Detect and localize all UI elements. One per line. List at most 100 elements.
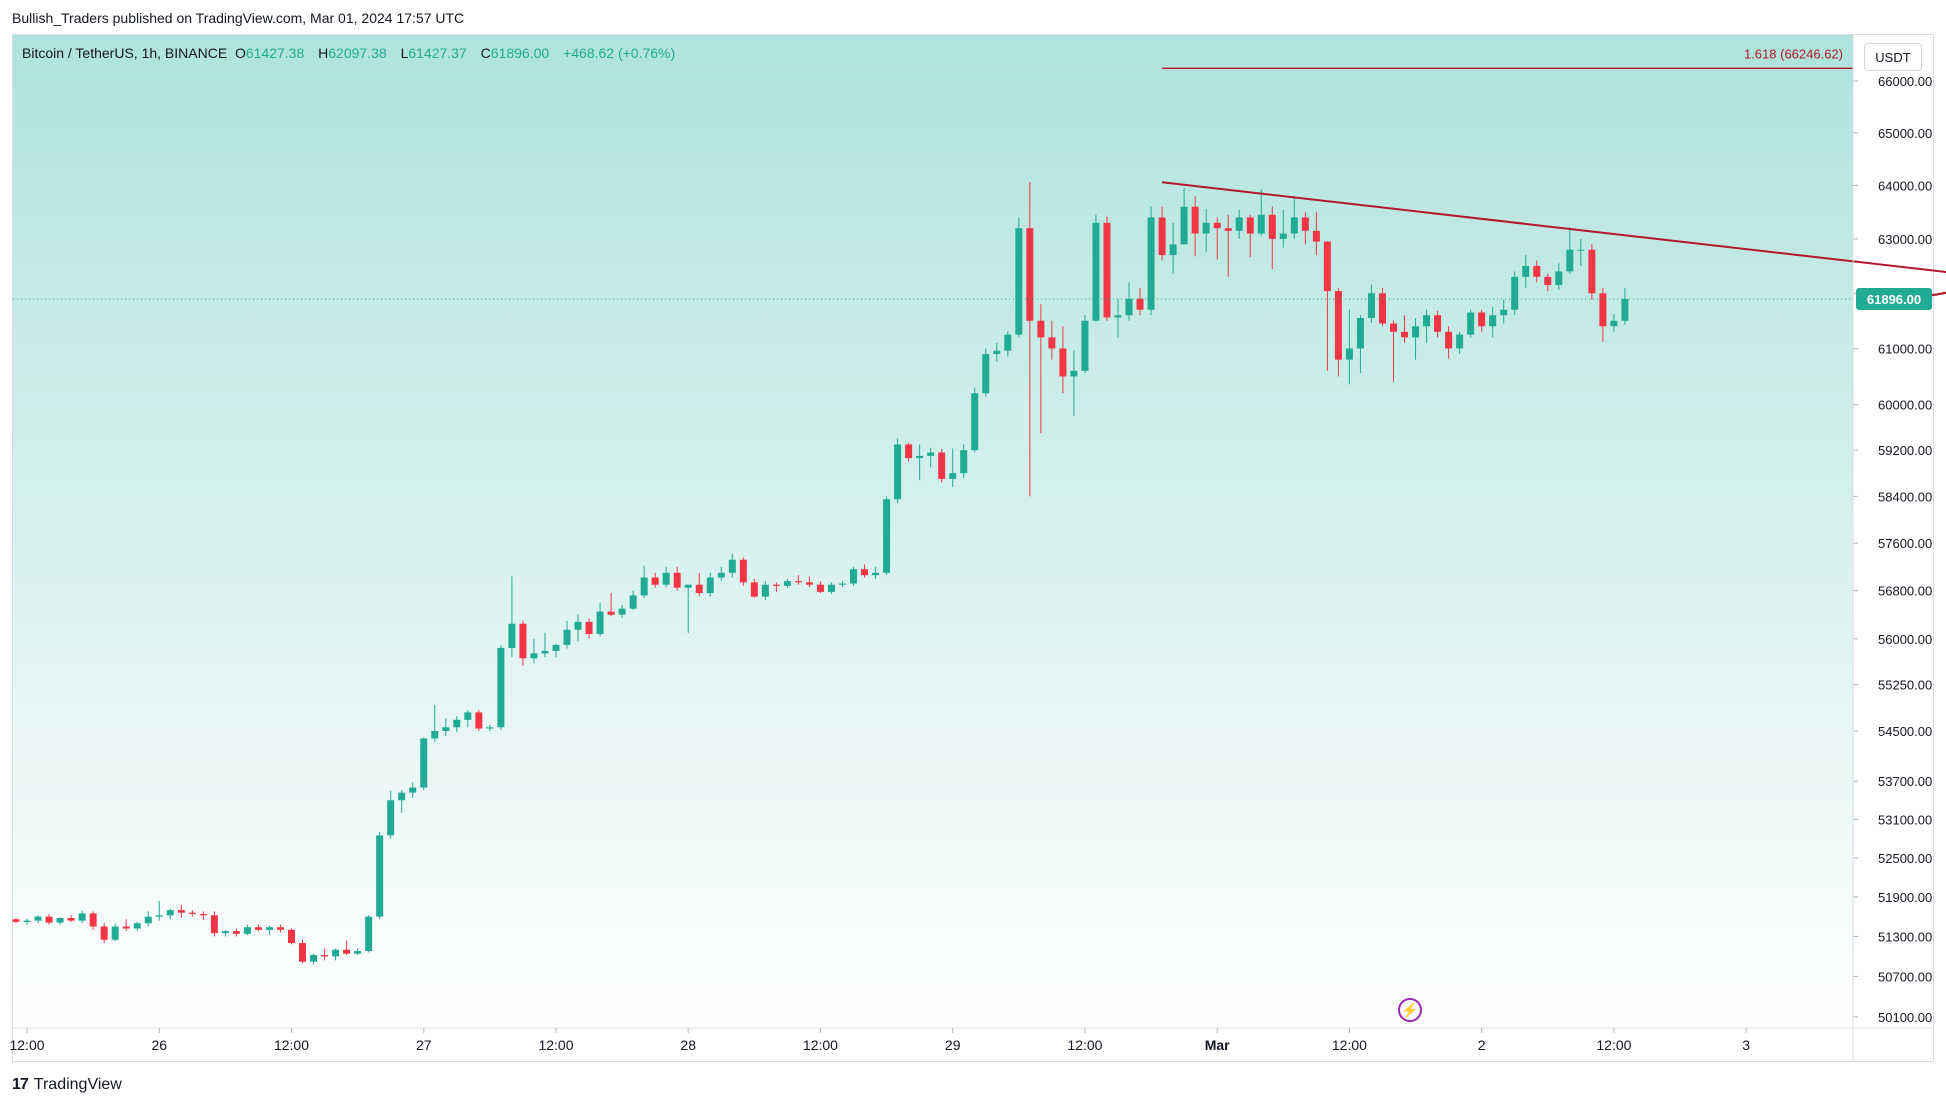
candle-body — [1434, 315, 1442, 332]
price-tick-label: 55250.00 — [1878, 678, 1932, 693]
candles — [12, 182, 1629, 965]
candle-body — [695, 584, 703, 594]
time-tick-label: 29 — [945, 1037, 961, 1053]
candle-body — [321, 955, 329, 957]
candle-body — [805, 582, 813, 585]
time-tick-label: Mar — [1205, 1037, 1230, 1053]
candle-body — [1555, 271, 1563, 286]
candle-body — [354, 951, 362, 954]
time-tick-label: 12:00 — [1596, 1037, 1631, 1053]
candle-body — [839, 583, 846, 585]
candle-body — [916, 455, 924, 459]
candle-body — [409, 787, 417, 793]
candle-body — [1345, 348, 1353, 360]
candle-body — [816, 584, 824, 592]
candle-body — [717, 572, 725, 578]
candle-body — [100, 926, 108, 940]
candle-body — [1147, 217, 1155, 310]
plot-area[interactable] — [13, 35, 1853, 1027]
candle-body — [1213, 222, 1221, 229]
candle-body — [1246, 217, 1254, 234]
price-tick-label: 60000.00 — [1878, 398, 1932, 413]
symbol-name[interactable]: Bitcoin / TetherUS, 1h, BINANCE — [22, 45, 228, 61]
candle-body — [1202, 222, 1210, 234]
candle-body — [376, 835, 384, 917]
candle-body — [640, 577, 648, 596]
candle-body — [960, 450, 968, 474]
price-tick-label: 58400.00 — [1878, 489, 1932, 504]
candle-body — [1114, 315, 1122, 318]
candle-body — [89, 913, 97, 927]
candle-body — [850, 569, 858, 584]
candle-body — [310, 955, 318, 962]
candle-body — [56, 917, 64, 923]
candle-body — [1037, 320, 1045, 338]
candle-body — [45, 916, 53, 923]
candle-body — [1412, 326, 1420, 338]
brand-name: TradingView — [33, 1076, 122, 1093]
symbol-legend[interactable]: Bitcoin / TetherUS, 1h, BINANCE O61427.3… — [22, 45, 685, 61]
candle-body — [1423, 315, 1431, 327]
lightning-icon[interactable]: ⚡ — [1398, 998, 1422, 1022]
candle-body — [541, 650, 549, 654]
candle-body — [750, 582, 758, 597]
candle-body — [563, 629, 571, 645]
candle-body — [1323, 241, 1331, 292]
candle-body — [1103, 222, 1111, 318]
candle-body — [596, 611, 604, 634]
price-tick-label: 56000.00 — [1878, 632, 1932, 647]
candle-body — [1478, 312, 1486, 327]
candle-body — [177, 910, 185, 913]
candle-body — [574, 621, 582, 630]
footer-brand[interactable]: 17 TradingView — [12, 1076, 122, 1094]
candle-body — [1356, 317, 1364, 349]
candle-body — [1070, 370, 1078, 377]
price-tick-label: 53700.00 — [1878, 774, 1932, 789]
candle-body — [243, 927, 251, 934]
candle-body — [629, 595, 637, 609]
price-tick-label: 61000.00 — [1878, 341, 1932, 356]
low-label: L — [400, 45, 409, 61]
candle-body — [188, 912, 196, 915]
time-tick-label: 27 — [416, 1037, 432, 1053]
change-value: +468.62 (+0.76%) — [563, 45, 676, 61]
price-tick-label: 52500.00 — [1878, 851, 1932, 866]
candle-body — [1048, 337, 1056, 349]
annotations: 1.618 (66246.62) — [13, 46, 1946, 301]
candle-body — [1136, 298, 1144, 310]
candle-body — [1390, 323, 1397, 332]
candle-body — [783, 581, 791, 586]
candle-body — [299, 943, 307, 962]
candle-body — [949, 473, 957, 479]
candle-body — [1301, 217, 1309, 231]
candle-body — [1026, 228, 1034, 321]
descending-trendline — [1161, 181, 1946, 273]
price-tick-label: 51300.00 — [1878, 929, 1932, 944]
candle-body — [1257, 214, 1265, 234]
candle-body — [210, 915, 218, 934]
candle-body — [872, 572, 880, 576]
candle-body — [993, 350, 1001, 355]
candle-body — [1015, 228, 1023, 335]
currency-button[interactable]: USDT — [1864, 43, 1922, 71]
candle-body — [772, 584, 780, 586]
candle-body — [1367, 293, 1375, 318]
candle-body — [1092, 222, 1100, 321]
close-label: C — [480, 45, 491, 61]
low-value: 61427.37 — [408, 45, 467, 61]
candle-body — [34, 916, 42, 921]
candle-body — [651, 577, 659, 585]
candle-body — [1378, 293, 1386, 324]
candle-body — [1522, 265, 1530, 277]
candle-body — [508, 623, 516, 648]
candle-body — [144, 916, 152, 924]
last-price-tag — [1856, 287, 1932, 310]
candle-body — [1533, 265, 1541, 277]
candle-body — [1158, 217, 1166, 256]
candle-body — [861, 569, 869, 576]
candle-body — [618, 608, 626, 615]
high-value: 62097.38 — [328, 45, 387, 61]
candle-body — [288, 929, 295, 944]
candle-body — [1588, 249, 1596, 294]
